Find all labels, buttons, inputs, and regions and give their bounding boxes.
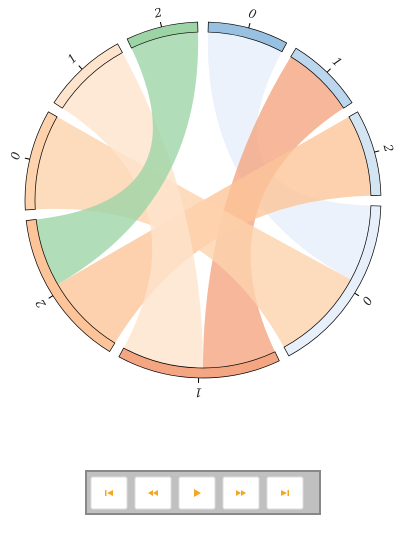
icon: [148, 490, 158, 496]
ribbon: [203, 56, 344, 368]
icon: [236, 490, 241, 496]
tick: [248, 23, 251, 29]
group-arc: [283, 205, 382, 357]
group-label: 0: [247, 6, 258, 22]
icon: [194, 489, 201, 497]
icon: [241, 490, 246, 496]
group-label: 2: [380, 142, 396, 154]
player-controls: [85, 470, 321, 515]
tick: [159, 21, 163, 28]
tick: [354, 292, 360, 297]
group-arc: [24, 111, 58, 211]
group-label: 0: [8, 150, 23, 161]
back-button[interactable]: [134, 476, 172, 510]
group-label: 2: [152, 5, 164, 21]
tick: [78, 65, 83, 70]
ribbon: [62, 52, 203, 368]
ribbon: [207, 32, 371, 280]
icon: [107, 490, 113, 496]
group-arc: [290, 47, 353, 109]
group-arc: [126, 21, 199, 49]
group-arc: [53, 43, 123, 109]
group-label: 1: [194, 385, 202, 399]
first-button[interactable]: [90, 476, 128, 510]
group-label: 0: [359, 294, 375, 308]
chord-layer: 0 1 2 0 1 2 0 1 2: [8, 5, 396, 399]
tick: [24, 157, 30, 160]
tick: [48, 295, 54, 299]
tick: [374, 150, 380, 153]
group-arc: [118, 347, 280, 379]
ribbon: [34, 116, 351, 348]
group-label: 2: [33, 297, 49, 312]
icon: [105, 490, 107, 496]
group-label: 1: [330, 54, 345, 69]
group-label: 1: [65, 51, 80, 66]
icon: [287, 490, 289, 496]
group-arc: [25, 219, 116, 353]
play-button[interactable]: [178, 476, 216, 510]
forward-button[interactable]: [222, 476, 260, 510]
last-button[interactable]: [266, 476, 304, 510]
tick: [326, 68, 331, 73]
group-arc: [348, 111, 382, 196]
ribbon: [36, 32, 199, 285]
icon: [281, 490, 287, 496]
group-arc: [207, 21, 288, 53]
